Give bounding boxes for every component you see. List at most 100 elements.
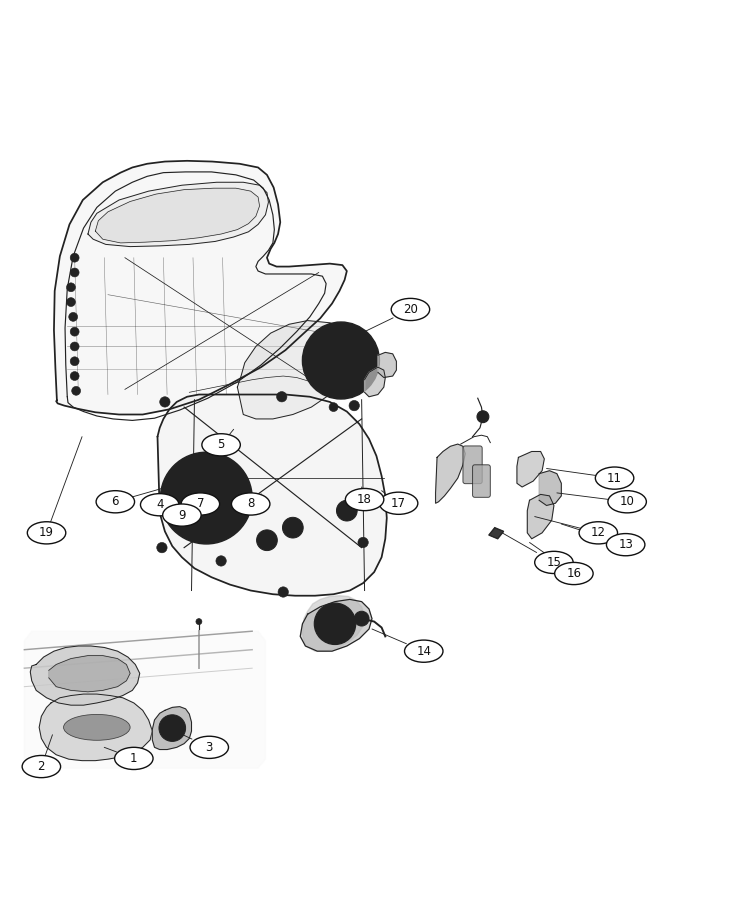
Circle shape bbox=[157, 543, 167, 553]
Polygon shape bbox=[489, 527, 504, 539]
Circle shape bbox=[70, 268, 79, 277]
Ellipse shape bbox=[115, 747, 153, 770]
Circle shape bbox=[323, 612, 347, 635]
Ellipse shape bbox=[345, 489, 384, 510]
Polygon shape bbox=[88, 183, 268, 247]
Ellipse shape bbox=[163, 504, 201, 526]
Circle shape bbox=[160, 397, 170, 407]
Ellipse shape bbox=[595, 467, 634, 490]
Circle shape bbox=[310, 329, 372, 392]
Circle shape bbox=[199, 491, 213, 506]
Ellipse shape bbox=[96, 491, 135, 513]
Circle shape bbox=[69, 312, 78, 321]
Polygon shape bbox=[54, 161, 347, 415]
Circle shape bbox=[67, 283, 76, 292]
Circle shape bbox=[329, 402, 338, 411]
Circle shape bbox=[343, 504, 353, 514]
Ellipse shape bbox=[141, 493, 179, 516]
Polygon shape bbox=[365, 367, 385, 397]
Ellipse shape bbox=[579, 522, 617, 544]
Ellipse shape bbox=[535, 552, 573, 573]
Circle shape bbox=[70, 342, 79, 351]
Polygon shape bbox=[300, 599, 372, 652]
Text: 9: 9 bbox=[178, 508, 186, 522]
FancyBboxPatch shape bbox=[473, 464, 491, 498]
Circle shape bbox=[349, 400, 359, 410]
Ellipse shape bbox=[27, 522, 66, 544]
Circle shape bbox=[70, 372, 79, 381]
Circle shape bbox=[288, 523, 298, 533]
Polygon shape bbox=[436, 444, 465, 503]
Text: 17: 17 bbox=[391, 497, 406, 509]
Circle shape bbox=[278, 587, 288, 598]
Text: 1: 1 bbox=[130, 752, 138, 765]
Circle shape bbox=[196, 618, 202, 625]
Ellipse shape bbox=[405, 640, 443, 662]
Ellipse shape bbox=[555, 562, 593, 585]
Text: 2: 2 bbox=[38, 760, 45, 773]
Text: 20: 20 bbox=[403, 303, 418, 316]
Circle shape bbox=[72, 386, 81, 395]
Polygon shape bbox=[302, 596, 365, 652]
Text: 8: 8 bbox=[247, 498, 254, 510]
Circle shape bbox=[477, 410, 489, 423]
Text: 12: 12 bbox=[591, 526, 606, 539]
Polygon shape bbox=[39, 694, 153, 760]
Circle shape bbox=[328, 374, 336, 382]
Circle shape bbox=[262, 536, 272, 545]
Ellipse shape bbox=[606, 534, 645, 556]
Ellipse shape bbox=[181, 493, 219, 515]
Circle shape bbox=[70, 253, 79, 262]
Text: 7: 7 bbox=[196, 498, 204, 510]
Polygon shape bbox=[517, 452, 545, 487]
Circle shape bbox=[216, 556, 226, 566]
Circle shape bbox=[276, 392, 287, 402]
Polygon shape bbox=[49, 655, 130, 692]
Ellipse shape bbox=[391, 299, 430, 320]
Polygon shape bbox=[378, 353, 396, 377]
Circle shape bbox=[185, 495, 195, 506]
Polygon shape bbox=[153, 706, 191, 750]
Polygon shape bbox=[30, 646, 140, 706]
Text: 3: 3 bbox=[205, 741, 213, 754]
Polygon shape bbox=[158, 394, 387, 596]
Text: 16: 16 bbox=[566, 567, 582, 580]
Polygon shape bbox=[24, 631, 265, 768]
Ellipse shape bbox=[379, 492, 418, 514]
Ellipse shape bbox=[190, 736, 228, 759]
Circle shape bbox=[354, 611, 369, 626]
Circle shape bbox=[322, 342, 330, 351]
Circle shape bbox=[67, 298, 76, 307]
Circle shape bbox=[159, 715, 185, 742]
Text: 15: 15 bbox=[546, 556, 562, 569]
Polygon shape bbox=[539, 471, 562, 506]
Text: 14: 14 bbox=[416, 644, 431, 658]
Polygon shape bbox=[96, 188, 259, 243]
Text: 13: 13 bbox=[618, 538, 633, 551]
Polygon shape bbox=[237, 320, 356, 418]
Circle shape bbox=[342, 506, 352, 516]
Circle shape bbox=[170, 461, 243, 536]
Circle shape bbox=[70, 328, 79, 336]
Text: 11: 11 bbox=[607, 472, 622, 484]
Circle shape bbox=[161, 452, 252, 544]
Circle shape bbox=[256, 530, 277, 551]
Circle shape bbox=[328, 388, 336, 397]
Circle shape bbox=[70, 356, 79, 365]
Circle shape bbox=[314, 603, 356, 644]
Text: 5: 5 bbox=[217, 438, 225, 451]
Text: 4: 4 bbox=[156, 499, 164, 511]
FancyBboxPatch shape bbox=[463, 446, 482, 483]
Text: 18: 18 bbox=[357, 493, 372, 506]
Ellipse shape bbox=[22, 755, 61, 778]
Ellipse shape bbox=[231, 493, 270, 515]
Circle shape bbox=[282, 518, 303, 538]
Ellipse shape bbox=[608, 491, 646, 513]
Text: 6: 6 bbox=[112, 495, 119, 508]
Circle shape bbox=[358, 537, 368, 547]
Circle shape bbox=[336, 500, 357, 521]
Circle shape bbox=[167, 722, 178, 734]
Circle shape bbox=[325, 358, 334, 367]
Text: 10: 10 bbox=[619, 495, 634, 508]
Ellipse shape bbox=[202, 434, 240, 456]
